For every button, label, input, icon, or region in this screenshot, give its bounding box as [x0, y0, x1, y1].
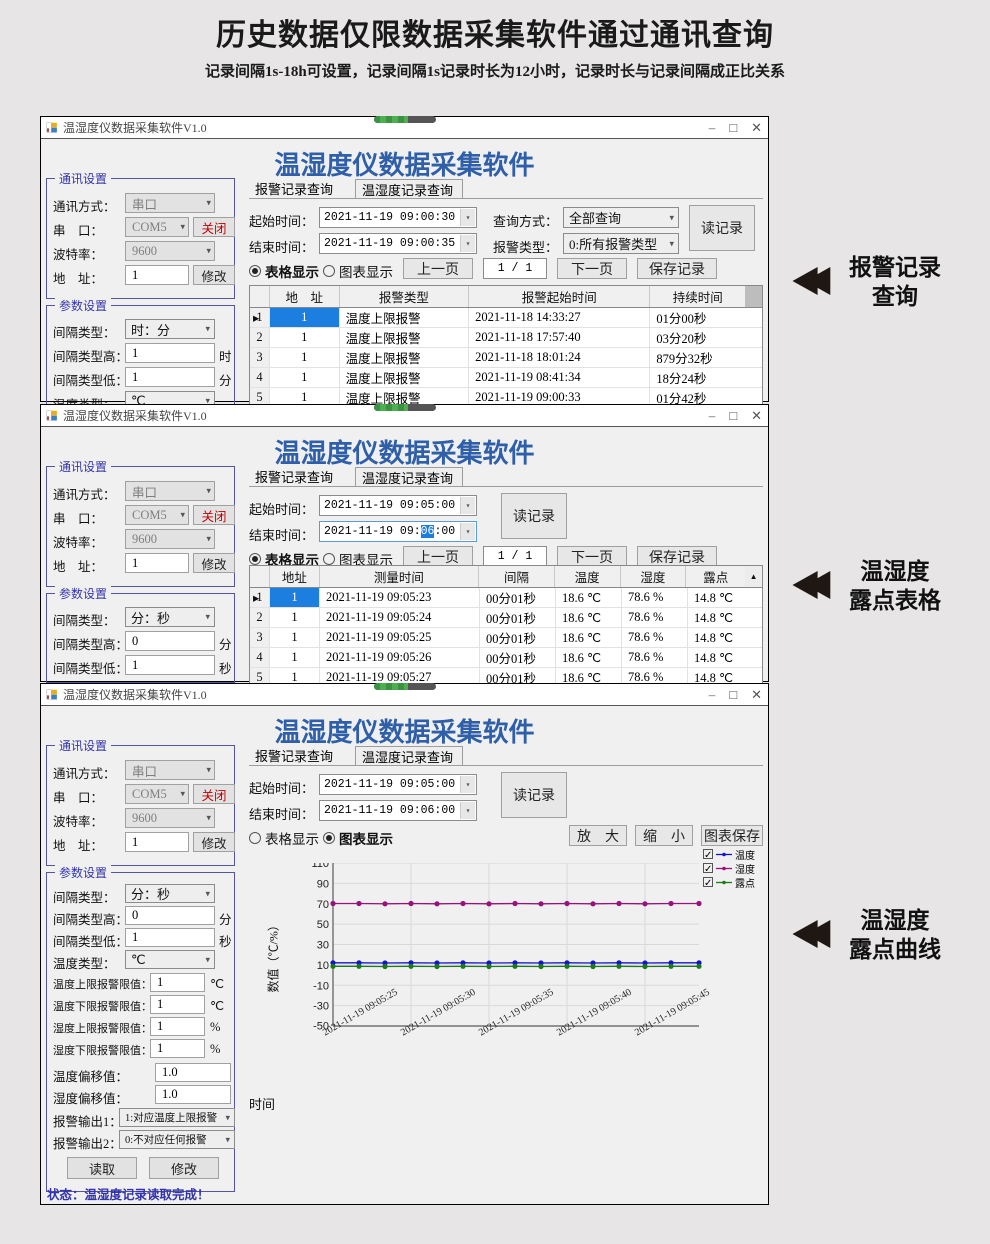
svg-text:70: 70	[317, 899, 329, 911]
svg-text:30: 30	[317, 940, 329, 952]
svg-text:50: 50	[317, 919, 329, 931]
svg-text:110: 110	[311, 863, 329, 870]
svg-text:10: 10	[317, 960, 329, 972]
svg-text:90: 90	[317, 878, 329, 890]
svg-text:-10: -10	[313, 980, 329, 992]
svg-text:-30: -30	[313, 1001, 329, 1013]
